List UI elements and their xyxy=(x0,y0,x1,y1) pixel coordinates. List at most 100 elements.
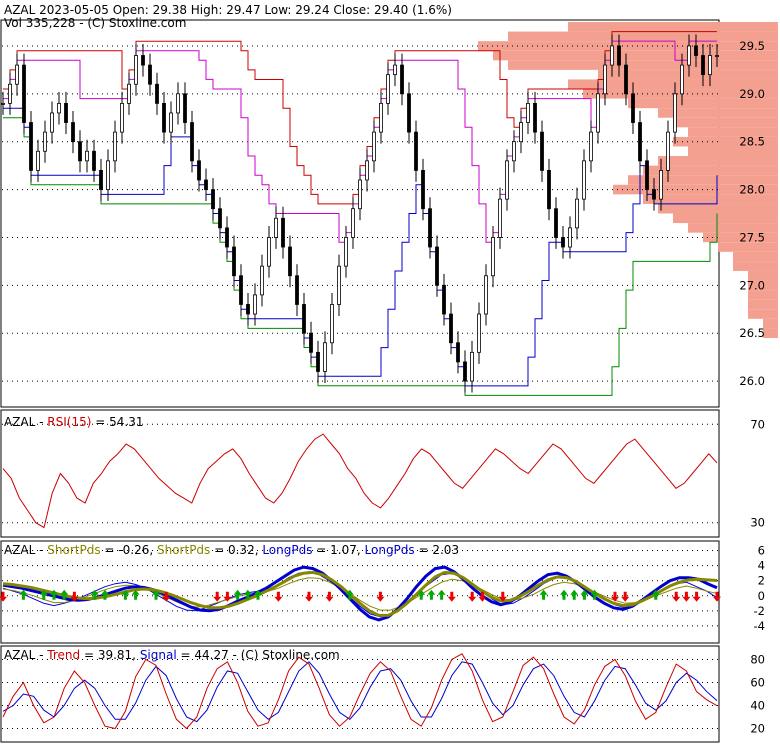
shortpds2-name: ShortPds xyxy=(157,543,210,557)
y-tick-label: -4 xyxy=(754,619,765,633)
candle-body xyxy=(708,55,712,76)
y-tick-label: 4 xyxy=(758,559,765,573)
candle-body xyxy=(1,102,5,105)
candle-body xyxy=(211,189,215,210)
candle-body xyxy=(78,141,82,162)
y-tick-label: 28.5 xyxy=(739,135,765,149)
candle-body xyxy=(288,246,292,277)
y-tick-label: 0 xyxy=(758,589,765,603)
candle-body xyxy=(456,342,460,363)
candle-body xyxy=(673,93,677,133)
y-tick-label: 29.0 xyxy=(739,87,765,101)
candle-body xyxy=(666,131,670,171)
candle-body xyxy=(302,304,306,334)
buy-arrow xyxy=(570,589,579,600)
trend-title: AZAL - Trend = 39.81, Signal = 44.27 - (… xyxy=(4,648,340,662)
candle-body xyxy=(526,102,530,123)
buy-arrow xyxy=(539,589,548,600)
buy-arrow xyxy=(345,589,354,600)
pds-title: AZAL - ShortPds = -0.26, ShortPds = 0.32… xyxy=(4,543,459,557)
sell-arrow xyxy=(713,591,721,602)
candle-body xyxy=(85,150,89,162)
signal-name: Signal xyxy=(140,648,177,662)
candle-body xyxy=(687,45,691,66)
candle-body xyxy=(246,304,250,315)
y-tick-label: -2 xyxy=(754,604,765,618)
candle-body xyxy=(491,237,495,277)
sell-arrow xyxy=(621,591,630,602)
sell-arrow xyxy=(162,591,171,602)
signal-value: = 44.27 xyxy=(177,648,229,662)
candle-body xyxy=(15,64,19,85)
y-tick-label: 2 xyxy=(758,574,765,588)
candle-body xyxy=(50,112,54,133)
candle-body xyxy=(337,265,341,305)
rsi-value: = 54.31 xyxy=(91,415,143,429)
candle-body xyxy=(400,64,404,95)
candle-body xyxy=(554,208,558,238)
sell-arrow xyxy=(478,591,487,602)
buy-arrow xyxy=(417,589,426,600)
candle-body xyxy=(477,313,481,353)
candle-body xyxy=(134,55,138,85)
volume-profile-bar xyxy=(628,98,778,109)
candle-body xyxy=(498,198,502,238)
sell-arrow xyxy=(376,591,385,602)
y-tick-label: 28.0 xyxy=(739,183,765,197)
volume-profile-bar xyxy=(718,242,778,252)
volume-profile-bar xyxy=(748,299,778,310)
price-panel: 26.0 26.5 27.0 27.5 28.0 28.5 29.0 29.5 AZAL 20… xyxy=(0,3,778,408)
trend-value: = 39.81, xyxy=(80,648,140,662)
buy-arrow xyxy=(590,589,599,600)
sell-arrow xyxy=(274,591,283,602)
candle-body xyxy=(309,332,313,353)
volume-profile-bar xyxy=(733,261,778,271)
volume-profile-bar xyxy=(568,22,778,32)
volume-profile-bar xyxy=(673,213,778,224)
y-tick-label: 6 xyxy=(758,544,765,558)
candle-body xyxy=(547,170,551,210)
candle-body xyxy=(43,131,47,152)
candle-body xyxy=(225,227,229,248)
candle-body xyxy=(71,122,75,143)
candle-body xyxy=(638,122,642,162)
y-tick-label: 60 xyxy=(750,676,765,690)
volume-profile-bar xyxy=(748,280,778,291)
volume-profile-bar xyxy=(748,309,778,319)
y-tick-label: 30 xyxy=(750,516,765,530)
trend-ticker: AZAL xyxy=(4,648,36,662)
candle-body xyxy=(645,160,649,190)
candle-body xyxy=(113,131,117,162)
sell-arrow xyxy=(692,591,701,602)
candle-body xyxy=(540,131,544,171)
candle-body xyxy=(8,83,12,104)
candle-body xyxy=(253,294,257,315)
sell-arrow xyxy=(305,591,313,602)
lower-channel-line xyxy=(3,107,718,387)
candle-body xyxy=(694,45,698,56)
header-ticker: AZAL xyxy=(4,3,36,17)
rsi-panel: 70 30 AZAL - RSI(15) = 54.31 xyxy=(0,409,765,538)
shortpds-avg-line xyxy=(2,577,718,611)
candle-body xyxy=(204,179,208,190)
candle-body xyxy=(449,313,453,344)
candle-body xyxy=(407,93,411,133)
volume-profile-bar xyxy=(508,60,778,70)
header-line-2: Vol 335,228 - (C) Stoxline.com xyxy=(4,16,186,30)
buy-arrow xyxy=(50,589,58,600)
rsi-title: AZAL - RSI(15) = 54.31 xyxy=(4,415,143,429)
candle-body xyxy=(505,160,509,200)
candle-body xyxy=(701,55,705,76)
candle-body xyxy=(358,179,362,210)
candle-body xyxy=(582,160,586,200)
candle-body xyxy=(575,198,579,229)
candle-body xyxy=(603,64,607,95)
buy-arrow xyxy=(427,589,436,600)
candle-body xyxy=(372,131,376,162)
sell-arrow xyxy=(223,591,232,602)
y-tick-label: 40 xyxy=(750,699,765,713)
buy-arrow xyxy=(651,589,660,600)
